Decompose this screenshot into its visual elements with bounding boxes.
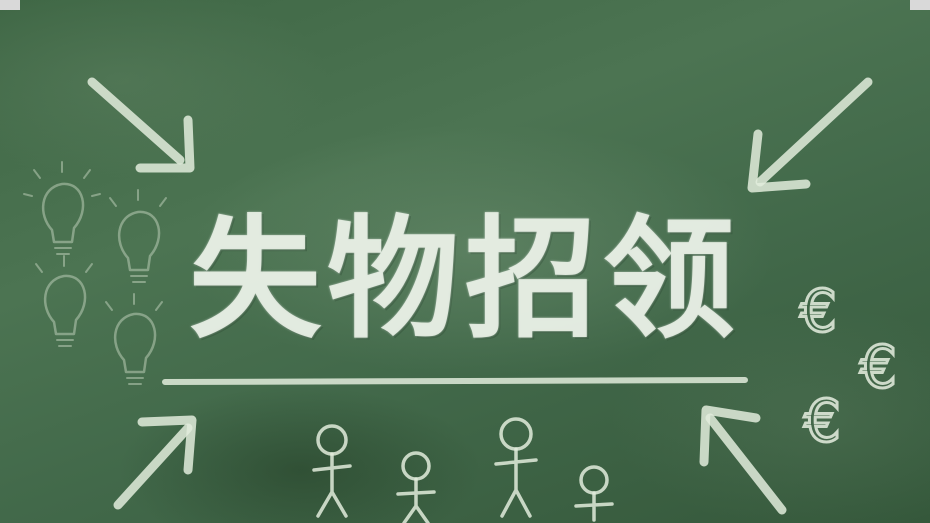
euro-icon: €: [803, 387, 843, 455]
euro-icon: €: [799, 277, 839, 345]
arrow-icon: [87, 77, 195, 173]
page-title: 失物招领: [189, 203, 741, 357]
stick-figure-icon: [574, 465, 614, 522]
stick-figure-icon: [396, 451, 436, 523]
stick-figure-icon: [312, 424, 352, 518]
euro-icon: €: [859, 333, 899, 401]
title-underline: [162, 377, 748, 385]
arrow-icon: [113, 415, 197, 510]
arrow-icon: [699, 405, 787, 515]
frame-corner-right: [910, 0, 930, 10]
lightbulb-icon: [35, 255, 93, 347]
stick-figure-icon: [494, 417, 538, 518]
arrow-icon: [747, 77, 873, 193]
frame-corner-left: [0, 0, 20, 10]
lightbulb-icon: [105, 293, 163, 385]
lightbulb-icon: [109, 189, 167, 283]
lightbulb-icon: [23, 161, 101, 255]
title-container: 失物招领: [180, 190, 750, 370]
